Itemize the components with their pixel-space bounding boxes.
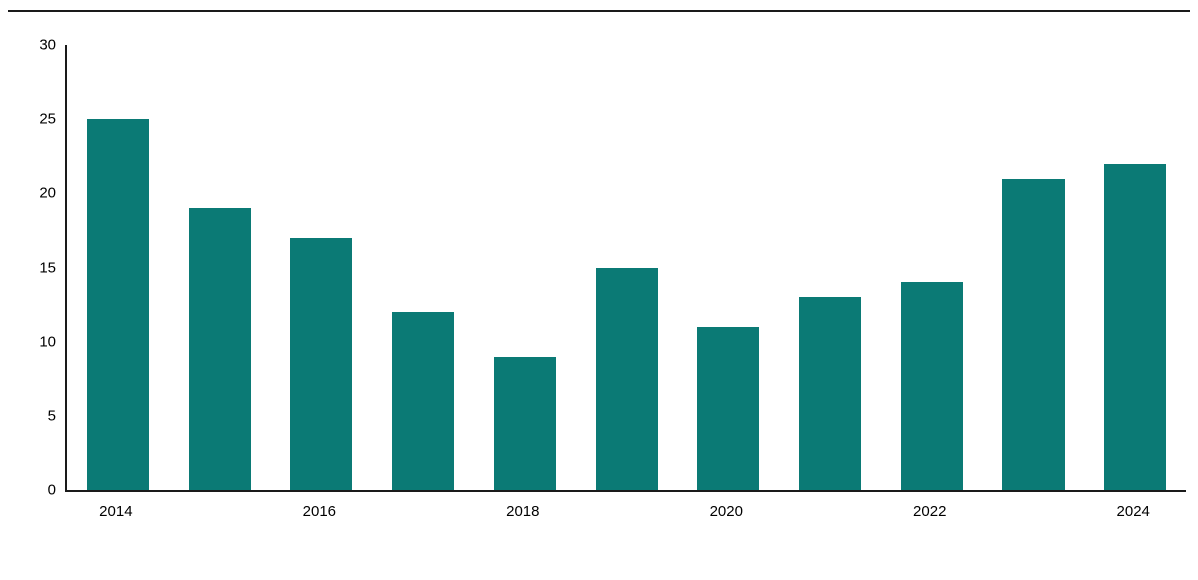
- x-tick-label-2019: [574, 503, 676, 520]
- x-axis: 2014 2016 2018 2020 2022 2024: [65, 503, 1184, 520]
- bar-slot-2019: [576, 45, 678, 490]
- bar-slot-2015: [169, 45, 271, 490]
- bar-2014: [86, 119, 149, 490]
- bar-2016: [290, 237, 353, 490]
- x-tick-label-2022: 2022: [913, 503, 947, 520]
- bar-2019: [595, 267, 658, 490]
- bar-slot-2020: [677, 45, 779, 490]
- x-tick-label-2015: [167, 503, 269, 520]
- plot-area: [65, 45, 1186, 492]
- bar-slot-2022: [881, 45, 983, 490]
- y-tick-label: 30: [39, 36, 56, 54]
- x-tick-label-2021: [777, 503, 879, 520]
- bar-slot-2016: [270, 45, 372, 490]
- y-tick-label: 20: [39, 184, 56, 202]
- bar-2017: [392, 312, 455, 490]
- x-tick-label-2020: 2020: [709, 503, 743, 520]
- x-tick-label-2023: [981, 503, 1083, 520]
- x-tick-label-2014: 2014: [99, 503, 133, 520]
- bar-2015: [188, 208, 251, 490]
- bar-slot-2018: [474, 45, 576, 490]
- x-tick-label-2016: 2016: [302, 503, 337, 520]
- y-tick-label: 0: [47, 481, 56, 499]
- bar-2023: [1002, 178, 1065, 490]
- bar-slot-2023: [983, 45, 1085, 490]
- y-tick-label: 5: [47, 407, 56, 425]
- x-tick-label-2017: [370, 503, 472, 520]
- bar-2024: [1104, 163, 1167, 490]
- bar-2020: [697, 326, 760, 490]
- x-tick-label-2018: 2018: [506, 503, 540, 520]
- bar-slot-2021: [779, 45, 881, 490]
- y-tick-label: 15: [39, 259, 56, 276]
- bar-2021: [798, 297, 862, 490]
- bar-slot-2024: [1084, 45, 1186, 490]
- bar-slot-2017: [372, 45, 474, 490]
- y-tick-label: 10: [39, 333, 56, 351]
- x-tick-label-2024: 2024: [1116, 503, 1150, 520]
- figure-top-rule: [8, 10, 1190, 12]
- bar-2018: [493, 356, 556, 490]
- y-tick-label: 25: [39, 110, 56, 128]
- bar-slot-2014: [67, 45, 169, 490]
- bar-2022: [900, 282, 963, 490]
